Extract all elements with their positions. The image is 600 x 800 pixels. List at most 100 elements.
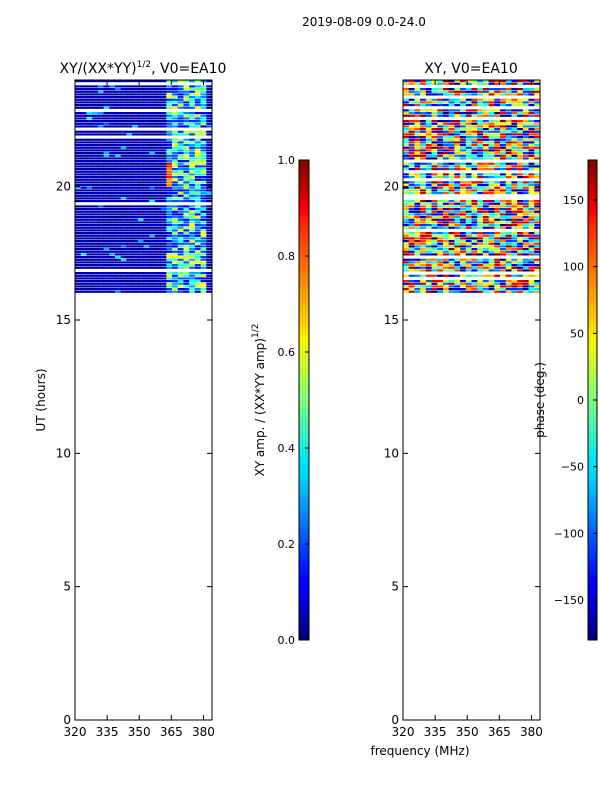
heatmap-cell [442, 93, 450, 96]
heatmap-cell [137, 213, 144, 216]
heatmap-cell [511, 176, 518, 179]
heatmap-cell [534, 250, 540, 253]
heatmap-cell [92, 184, 99, 187]
heatmap-cell [194, 122, 201, 125]
heatmap-cell [126, 280, 133, 283]
heatmap-cell [114, 242, 122, 245]
heatmap-cell [172, 208, 179, 211]
heatmap-cell [511, 226, 518, 229]
heatmap-cell [206, 141, 212, 144]
heatmap-cell [437, 189, 444, 192]
heatmap-cell [431, 165, 438, 168]
heatmap-cell [137, 141, 144, 144]
heatmap-cell [420, 130, 427, 133]
heatmap-cell [477, 157, 484, 160]
heatmap-cell [137, 114, 144, 117]
heatmap-cell [126, 130, 133, 133]
heatmap-cell [194, 90, 201, 93]
heatmap-cell [454, 165, 461, 168]
heatmap-cell [465, 242, 472, 245]
heatmap-cell [166, 237, 173, 240]
heatmap-cell [143, 157, 150, 160]
heatmap-cell [511, 149, 518, 152]
heatmap-cell [172, 194, 179, 197]
heatmap-cell [471, 264, 478, 267]
heatmap-cell [194, 226, 201, 229]
heatmap-cell [189, 226, 196, 229]
heatmap-cell [488, 285, 495, 288]
heatmap-cell [505, 112, 512, 115]
heatmap-cell [431, 221, 438, 224]
heatmap-cell [120, 154, 127, 157]
heatmap-cell [109, 192, 116, 195]
heatmap-cell [137, 232, 144, 235]
heatmap-cell [154, 106, 162, 109]
heatmap-cell [109, 288, 116, 291]
heatmap-cell [488, 144, 495, 147]
heatmap-cell [86, 226, 93, 229]
heatmap-cell [431, 261, 438, 264]
heatmap-cell [183, 98, 190, 101]
heatmap-cell [183, 165, 190, 168]
heatmap-cell [522, 152, 529, 155]
heatmap-cell [86, 117, 93, 120]
heatmap-cell [200, 288, 207, 291]
heatmap-cell [431, 224, 438, 227]
heatmap-cell [86, 194, 93, 197]
heatmap-cell [166, 208, 173, 211]
heatmap-cell [500, 208, 507, 211]
heatmap-cell [109, 232, 116, 235]
heatmap-cell [154, 168, 162, 171]
heatmap-cell [189, 154, 196, 157]
heatmap-cell [477, 149, 484, 152]
heatmap-cell [517, 104, 524, 107]
heatmap-cell [97, 117, 104, 120]
heatmap-cell [460, 88, 467, 91]
heatmap-cell [194, 264, 201, 267]
heatmap-cell [488, 213, 495, 216]
heatmap-cell [442, 189, 450, 192]
heatmap-cell [86, 98, 93, 101]
heatmap-cell [454, 200, 461, 203]
heatmap-cell [92, 274, 99, 277]
heatmap-cell [149, 250, 156, 253]
heatmap-cell [403, 181, 410, 184]
heatmap-cell [522, 128, 529, 131]
heatmap-cell [471, 144, 478, 147]
heatmap-cell [511, 234, 518, 237]
heatmap-cell [442, 290, 450, 293]
heatmap-cell [403, 133, 410, 136]
heatmap-cell [75, 229, 82, 232]
heatmap-cell [511, 208, 518, 211]
heatmap-cell [114, 213, 122, 216]
heatmap-cell [425, 261, 432, 264]
heatmap-cell [86, 224, 93, 227]
heatmap-cell [114, 90, 122, 93]
heatmap-cell [471, 165, 478, 168]
heatmap-cell [431, 269, 438, 272]
heatmap-cell [511, 120, 518, 123]
heatmap-cell [183, 205, 190, 208]
heatmap-cell [511, 136, 518, 139]
heatmap-cell [92, 96, 99, 99]
heatmap-cell [183, 197, 190, 200]
heatmap-cell [522, 218, 529, 221]
heatmap-cell [160, 165, 167, 168]
heatmap-cell [437, 184, 444, 187]
heatmap-cell [460, 280, 467, 283]
heatmap-cell [149, 272, 156, 275]
heatmap-cell [425, 133, 432, 136]
heatmap-cell [511, 192, 518, 195]
heatmap-cell [137, 144, 144, 147]
heatmap-cell [114, 104, 122, 107]
heatmap-cell [403, 218, 410, 221]
heatmap-cell [477, 176, 484, 179]
heatmap-cell [500, 226, 507, 229]
heatmap-cell [160, 125, 167, 128]
heatmap-cell [448, 274, 455, 277]
heatmap-cell [120, 90, 127, 93]
heatmap-cell [189, 216, 196, 219]
heatmap-cell [132, 178, 139, 181]
heatmap-cell [460, 144, 467, 147]
heatmap-cell [132, 165, 139, 168]
